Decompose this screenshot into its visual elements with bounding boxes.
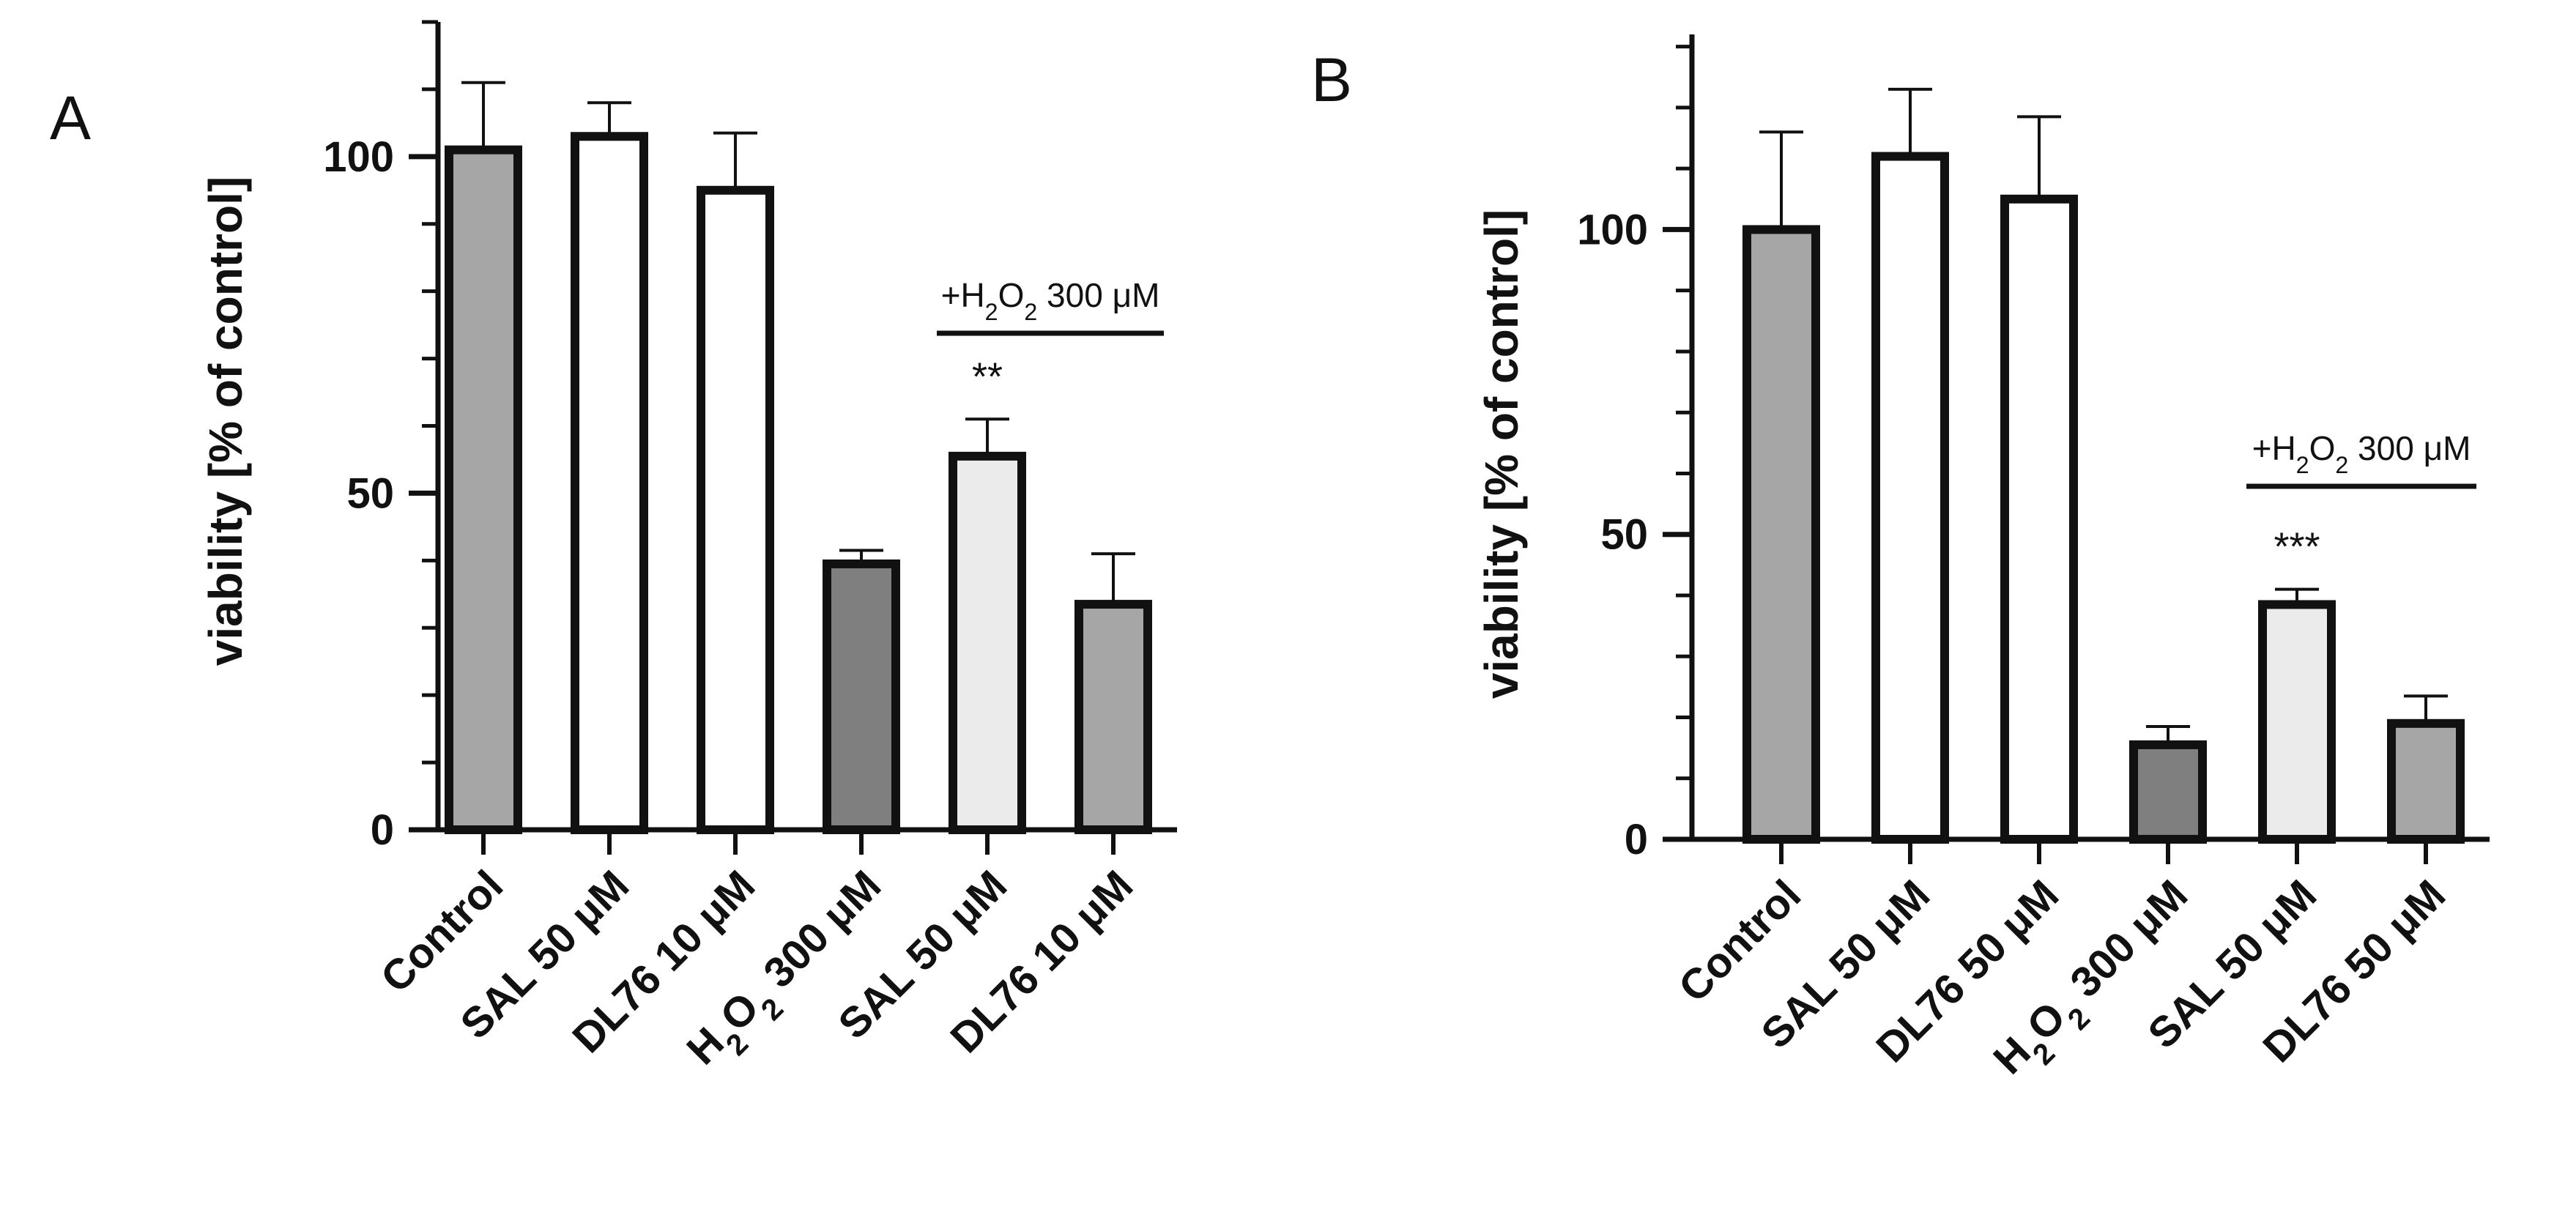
bar-b-3: [2129, 740, 2207, 844]
y-axis-title-a: viability [% of control]: [199, 177, 252, 666]
bar-b-5: [2387, 718, 2465, 844]
panel-label-a: A: [50, 83, 91, 152]
bar-a-2: [697, 185, 774, 834]
bar-b-1: [1871, 152, 1949, 844]
treatment-bracket-label-a: +H2O2 300 μM: [941, 276, 1160, 325]
y-tick-label-a: 50: [346, 469, 394, 517]
bar-a-1: [571, 132, 648, 834]
y-tick-label-b: 0: [1625, 816, 1648, 863]
bar-b-0: [1742, 225, 1820, 844]
bar-a-0: [445, 145, 522, 834]
bar-b-4: [2258, 600, 2336, 844]
bar-a-3: [823, 559, 900, 834]
significance-marker-b: ***: [2274, 525, 2320, 569]
y-tick-label-b: 50: [1600, 511, 1648, 559]
treatment-bracket-label-b: +H2O2 300 μM: [2252, 429, 2471, 478]
bar-a-5: [1074, 600, 1152, 834]
bar-b-2: [2000, 194, 2078, 844]
significance-marker-a: **: [972, 354, 1003, 398]
y-tick-label-a: 0: [371, 806, 394, 854]
y-axis-title-b: viability [% of control]: [1475, 209, 1528, 699]
y-tick-label-b: 100: [1577, 206, 1648, 253]
panel-label-b: B: [1311, 45, 1352, 114]
y-tick-label-a: 100: [323, 133, 394, 181]
bar-a-4: [949, 451, 1026, 834]
